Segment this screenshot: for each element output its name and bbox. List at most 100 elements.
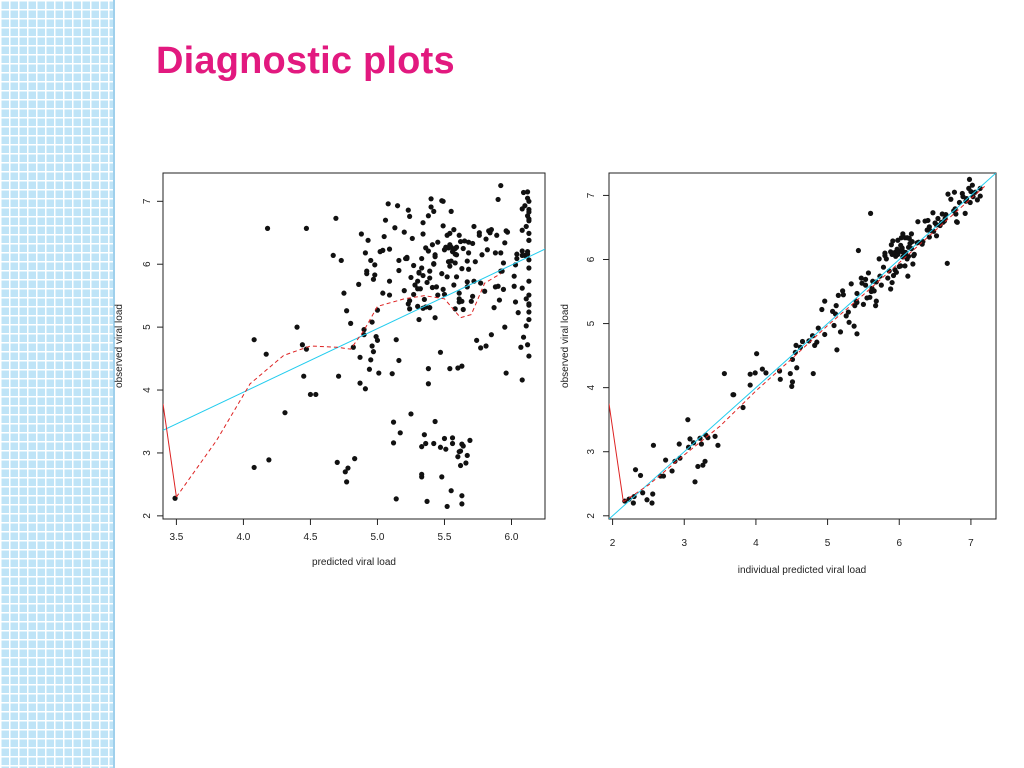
data-point bbox=[390, 440, 397, 446]
data-point bbox=[663, 457, 669, 463]
data-point bbox=[650, 491, 656, 497]
x-tick-label: 5.5 bbox=[438, 532, 452, 543]
data-point bbox=[698, 441, 705, 447]
data-point bbox=[455, 454, 461, 460]
data-point bbox=[401, 288, 407, 294]
data-point bbox=[345, 465, 351, 471]
data-point bbox=[459, 493, 465, 499]
data-point bbox=[503, 370, 509, 376]
data-point bbox=[448, 208, 454, 214]
data-point bbox=[526, 230, 532, 236]
data-point bbox=[380, 290, 386, 296]
data-point bbox=[747, 371, 753, 377]
data-point bbox=[810, 370, 816, 377]
data-point bbox=[453, 244, 460, 250]
data-point bbox=[819, 306, 825, 313]
data-point bbox=[943, 212, 949, 218]
data-point bbox=[905, 253, 912, 259]
data-point bbox=[468, 298, 474, 304]
data-point bbox=[380, 247, 386, 253]
data-point bbox=[368, 357, 374, 363]
data-point bbox=[364, 271, 370, 277]
data-point bbox=[419, 265, 425, 271]
data-point bbox=[307, 391, 314, 398]
data-point bbox=[303, 346, 310, 352]
smooth-curve bbox=[623, 185, 986, 503]
data-point bbox=[815, 325, 821, 331]
data-point bbox=[370, 349, 377, 355]
data-point bbox=[515, 310, 521, 316]
data-point bbox=[962, 210, 968, 216]
data-point bbox=[357, 354, 363, 360]
data-point bbox=[650, 442, 657, 448]
data-point bbox=[447, 366, 453, 372]
data-point bbox=[885, 275, 891, 281]
data-point bbox=[494, 232, 500, 238]
data-point bbox=[495, 196, 501, 203]
data-point bbox=[476, 232, 482, 238]
data-point bbox=[471, 223, 477, 230]
data-point bbox=[777, 376, 783, 382]
data-point bbox=[524, 189, 531, 195]
data-point bbox=[460, 306, 466, 313]
data-point bbox=[876, 256, 882, 262]
data-point bbox=[415, 278, 421, 284]
data-point bbox=[407, 306, 413, 312]
data-point bbox=[453, 274, 460, 280]
data-point bbox=[851, 323, 857, 329]
data-point bbox=[660, 473, 667, 479]
y-axis-label: observed viral load bbox=[114, 304, 125, 388]
data-point bbox=[437, 444, 444, 450]
data-point bbox=[432, 315, 438, 321]
data-point bbox=[448, 258, 454, 264]
data-point bbox=[456, 232, 462, 238]
data-point bbox=[251, 337, 257, 343]
data-point bbox=[299, 342, 305, 348]
x-axis-label: predicted viral load bbox=[312, 557, 396, 568]
data-point bbox=[464, 452, 470, 459]
data-point bbox=[348, 320, 354, 326]
data-point bbox=[392, 225, 398, 231]
data-point bbox=[969, 182, 975, 188]
data-point bbox=[412, 282, 418, 288]
y-tick-label: 3 bbox=[142, 450, 153, 456]
data-point bbox=[526, 265, 532, 271]
data-point bbox=[526, 309, 532, 315]
data-point bbox=[944, 260, 950, 266]
data-point bbox=[908, 231, 915, 237]
data-point bbox=[456, 290, 462, 296]
data-point bbox=[460, 245, 466, 252]
data-point bbox=[948, 196, 954, 202]
data-point bbox=[888, 286, 894, 292]
data-point bbox=[511, 283, 517, 289]
data-point bbox=[428, 204, 434, 210]
data-point bbox=[467, 437, 473, 443]
data-point bbox=[854, 290, 860, 297]
data-point bbox=[789, 383, 795, 389]
x-tick-label: 3.5 bbox=[169, 532, 183, 543]
data-point bbox=[394, 203, 401, 209]
data-point bbox=[386, 246, 393, 252]
data-point bbox=[374, 337, 381, 343]
data-point bbox=[451, 227, 457, 233]
data-point bbox=[488, 332, 494, 338]
data-point bbox=[848, 281, 854, 287]
smooth-curve bbox=[175, 273, 502, 498]
data-point bbox=[376, 370, 382, 376]
data-point bbox=[504, 229, 511, 235]
data-point bbox=[344, 308, 350, 314]
data-point bbox=[858, 275, 864, 281]
data-point bbox=[492, 250, 499, 256]
data-point bbox=[424, 279, 430, 286]
data-point bbox=[423, 440, 429, 447]
data-point bbox=[649, 500, 655, 506]
y-tick-label: 5 bbox=[142, 324, 153, 330]
data-point bbox=[956, 199, 963, 206]
data-point bbox=[676, 441, 682, 447]
data-point bbox=[405, 207, 411, 213]
data-point bbox=[860, 301, 867, 307]
data-point bbox=[344, 479, 350, 485]
data-point bbox=[401, 229, 407, 235]
data-point bbox=[459, 363, 465, 369]
